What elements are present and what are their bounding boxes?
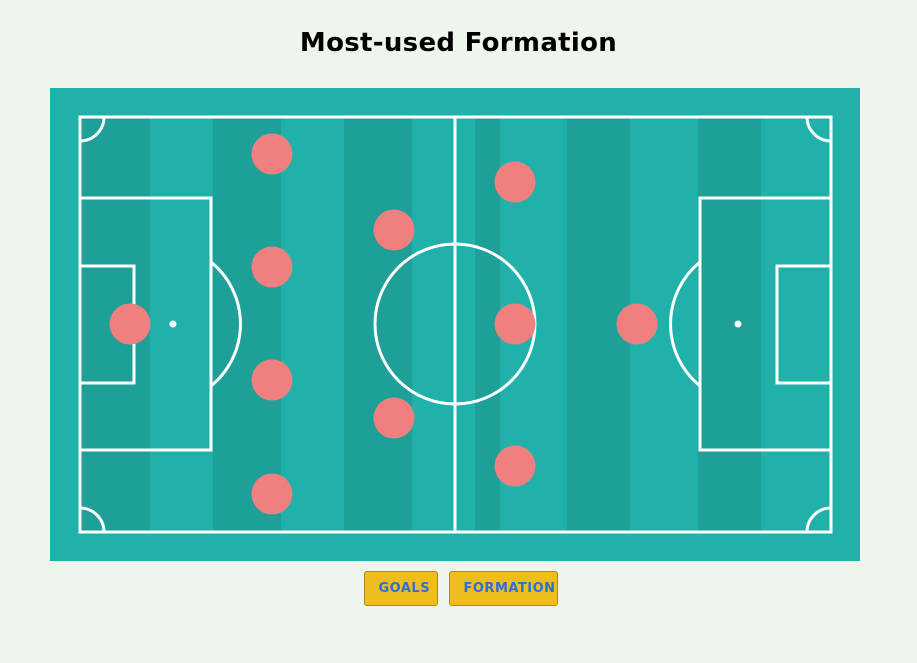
- left-penalty-arc: [210, 260, 242, 388]
- player-marker-midfielder: [494, 303, 536, 345]
- page-title: Most-used Formation: [299, 28, 618, 58]
- right-penalty-spot: [734, 320, 742, 328]
- left-penalty-spot: [169, 320, 177, 328]
- pitch-stripe: [344, 117, 412, 532]
- corner-arc-bottom-left: [79, 506, 106, 533]
- player-marker-midfielder: [494, 161, 536, 203]
- goals-button[interactable]: GOALS: [363, 571, 438, 606]
- player-marker-goalkeeper: [109, 303, 151, 345]
- corner-arc-top-right: [805, 116, 832, 143]
- pitch-stripes: [80, 117, 761, 532]
- pitch-stripe: [698, 117, 761, 532]
- player-marker-defender: [251, 246, 293, 288]
- player-marker-midfielder: [373, 209, 415, 251]
- right-penalty-arc: [669, 260, 701, 388]
- right-goal-area: [775, 264, 833, 385]
- player-marker-forward: [616, 303, 658, 345]
- players-layer: [109, 133, 658, 515]
- player-marker-defender: [251, 133, 293, 175]
- player-marker-defender: [251, 473, 293, 515]
- pitch-diagram: [78, 115, 833, 534]
- player-marker-defender: [251, 359, 293, 401]
- pitch: [50, 88, 860, 561]
- corner-arc-top-left: [79, 116, 106, 143]
- pitch-stripe: [213, 117, 281, 532]
- player-marker-midfielder: [494, 445, 536, 487]
- corner-arc-bottom-right: [805, 506, 832, 533]
- button-bar: GOALS FORMATION: [0, 571, 917, 606]
- formation-button[interactable]: FORMATION: [448, 571, 558, 606]
- player-marker-midfielder: [373, 397, 415, 439]
- pitch-lines: [78, 115, 833, 534]
